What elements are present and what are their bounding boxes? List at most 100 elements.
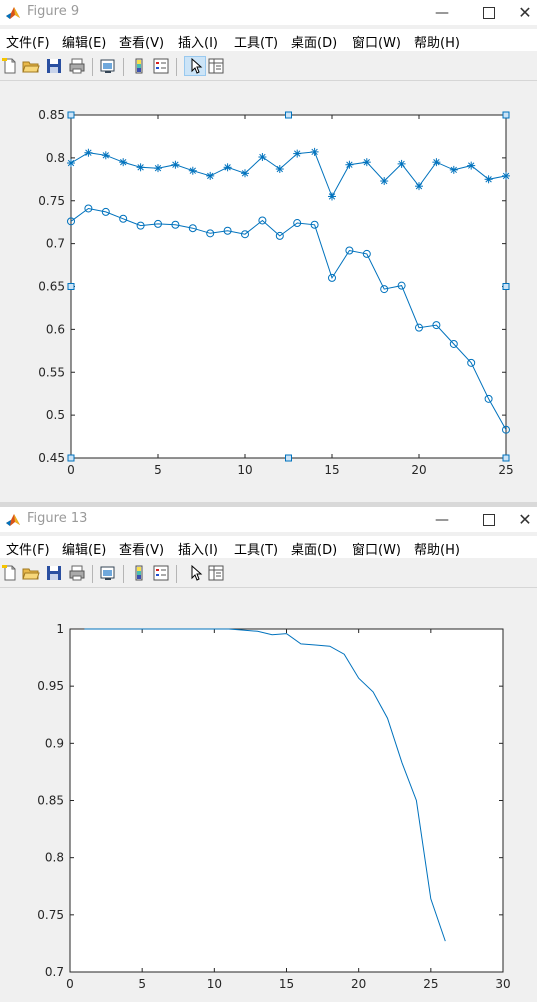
save-icon[interactable] [45, 564, 63, 582]
y-tick-label: 0.8 [46, 151, 65, 165]
data-point-asterisk [310, 147, 319, 156]
menu-edit[interactable]: 编辑(E) [62, 543, 107, 558]
menu-help[interactable]: 帮助(H) [414, 36, 460, 51]
x-tick-label: 30 [495, 977, 510, 991]
x-tick-label: 20 [411, 463, 426, 477]
edit-plot-arrow-icon [191, 57, 203, 74]
save-icon[interactable] [45, 57, 63, 75]
menu-edit[interactable]: 编辑(E) [62, 36, 107, 51]
figure-13-plot[interactable]: 0 5 10 15 20 25 30 0.7 0.75 0.8 0.85 0.9 0.95 1 [0, 588, 537, 1002]
link-plot-icon[interactable] [99, 57, 117, 75]
edit-plot-button[interactable] [184, 56, 206, 76]
data-point-asterisk [328, 192, 336, 201]
selection-handle [285, 111, 292, 119]
y-tick-label: 1 [56, 622, 64, 636]
data-point-circle [432, 321, 441, 330]
menu-desktop[interactable]: 桌面(D) [291, 36, 338, 51]
data-point-circle [136, 221, 145, 230]
figure-window-9: Figure 9 — ✕ 文件(F) 编辑(E) 查看(V) 插入(I) 工具(… [0, 0, 537, 502]
toolbar-separator [176, 58, 177, 76]
data-point-asterisk [206, 171, 215, 180]
data-point-asterisk [136, 163, 145, 172]
data-point-asterisk [258, 153, 267, 162]
x-tick-label: 25 [423, 977, 438, 991]
menu-insert[interactable]: 插入(I) [178, 36, 218, 51]
new-figure-icon[interactable] [1, 57, 19, 75]
menu-tools[interactable]: 工具(T) [234, 543, 279, 558]
property-inspector-icon[interactable] [207, 57, 225, 75]
menu-help[interactable]: 帮助(H) [414, 543, 460, 558]
minimize-button[interactable]: — [422, 0, 462, 25]
print-icon[interactable] [68, 57, 86, 75]
data-point-asterisk [397, 159, 406, 168]
data-point-circle [328, 273, 336, 282]
data-point-circle [258, 216, 267, 225]
x-tick-label: 0 [67, 463, 75, 477]
open-file-icon[interactable] [22, 564, 40, 582]
menu-window[interactable]: 窗口(W) [352, 36, 401, 51]
figure-9-plot[interactable]: 0 5 10 15 20 25 0.45 0.5 0.55 0.6 0.65 0.7 0.75 0.8 0.… [0, 81, 537, 502]
menu-window[interactable]: 窗口(W) [352, 543, 401, 558]
colorbar-icon[interactable] [130, 564, 148, 582]
series-line [84, 628, 446, 942]
menu-file[interactable]: 文件(F) [6, 36, 50, 51]
data-point-circle [397, 281, 406, 290]
data-point-asterisk [362, 158, 371, 167]
link-plot-icon[interactable] [99, 564, 117, 582]
close-button[interactable]: ✕ [513, 0, 537, 25]
menu-tools[interactable]: 工具(T) [234, 36, 279, 51]
data-point-circle [484, 394, 493, 403]
data-point-asterisk [188, 166, 197, 175]
figure-toolbar [0, 561, 537, 588]
title-bar[interactable]: Figure 9 — ✕ [0, 0, 537, 25]
legend-icon[interactable] [152, 564, 170, 582]
selection-handle [502, 454, 510, 462]
open-file-icon[interactable] [22, 57, 40, 75]
y-tick-label: 0.65 [38, 280, 65, 294]
maximize-button[interactable] [469, 0, 509, 25]
y-tick-label: 0.85 [37, 794, 64, 808]
data-point-asterisk [119, 158, 128, 167]
edit-plot-arrow-icon[interactable] [186, 564, 204, 582]
maximize-button[interactable] [469, 507, 509, 532]
menu-desktop[interactable]: 桌面(D) [291, 543, 338, 558]
minimize-button[interactable]: — [422, 507, 462, 532]
x-tick-label: 15 [279, 977, 294, 991]
toolbar-separator [176, 565, 177, 583]
title-bar[interactable]: Figure 13 — ✕ [0, 507, 537, 532]
y-tick-label: 0.85 [38, 108, 65, 122]
data-point-circle [275, 231, 284, 240]
window-title: Figure 9 [27, 4, 80, 19]
data-point-asterisk [171, 160, 180, 169]
maximize-icon [483, 513, 495, 526]
series-line [70, 207, 507, 430]
menu-insert[interactable]: 插入(I) [178, 543, 218, 558]
data-point-circle [502, 425, 510, 434]
menu-view[interactable]: 查看(V) [119, 36, 165, 51]
colorbar-icon[interactable] [130, 57, 148, 75]
data-point-circle [293, 219, 302, 228]
x-tick-label: 15 [324, 463, 339, 477]
data-point-circle [67, 217, 75, 226]
data-point-circle [101, 207, 110, 216]
data-point-circle [345, 246, 354, 255]
matlab-logo-icon [6, 7, 20, 19]
data-point-circle [241, 230, 249, 239]
menu-file[interactable]: 文件(F) [6, 543, 50, 558]
menu-view[interactable]: 查看(V) [119, 543, 165, 558]
data-point-asterisk [449, 165, 458, 174]
y-tick-label: 0.95 [37, 679, 64, 693]
data-point-asterisk [415, 182, 423, 191]
data-point-asterisk [241, 169, 249, 178]
data-point-asterisk [502, 171, 510, 180]
selection-handle [67, 454, 75, 462]
property-inspector-icon[interactable] [207, 564, 225, 582]
legend-icon[interactable] [152, 57, 170, 75]
selection-handle [67, 111, 75, 119]
y-tick-label: 0.8 [45, 851, 64, 865]
new-figure-icon[interactable] [1, 564, 19, 582]
axes-box [69, 628, 504, 973]
close-button[interactable]: ✕ [513, 507, 537, 532]
y-tick-label: 0.5 [46, 408, 65, 422]
print-icon[interactable] [68, 564, 86, 582]
